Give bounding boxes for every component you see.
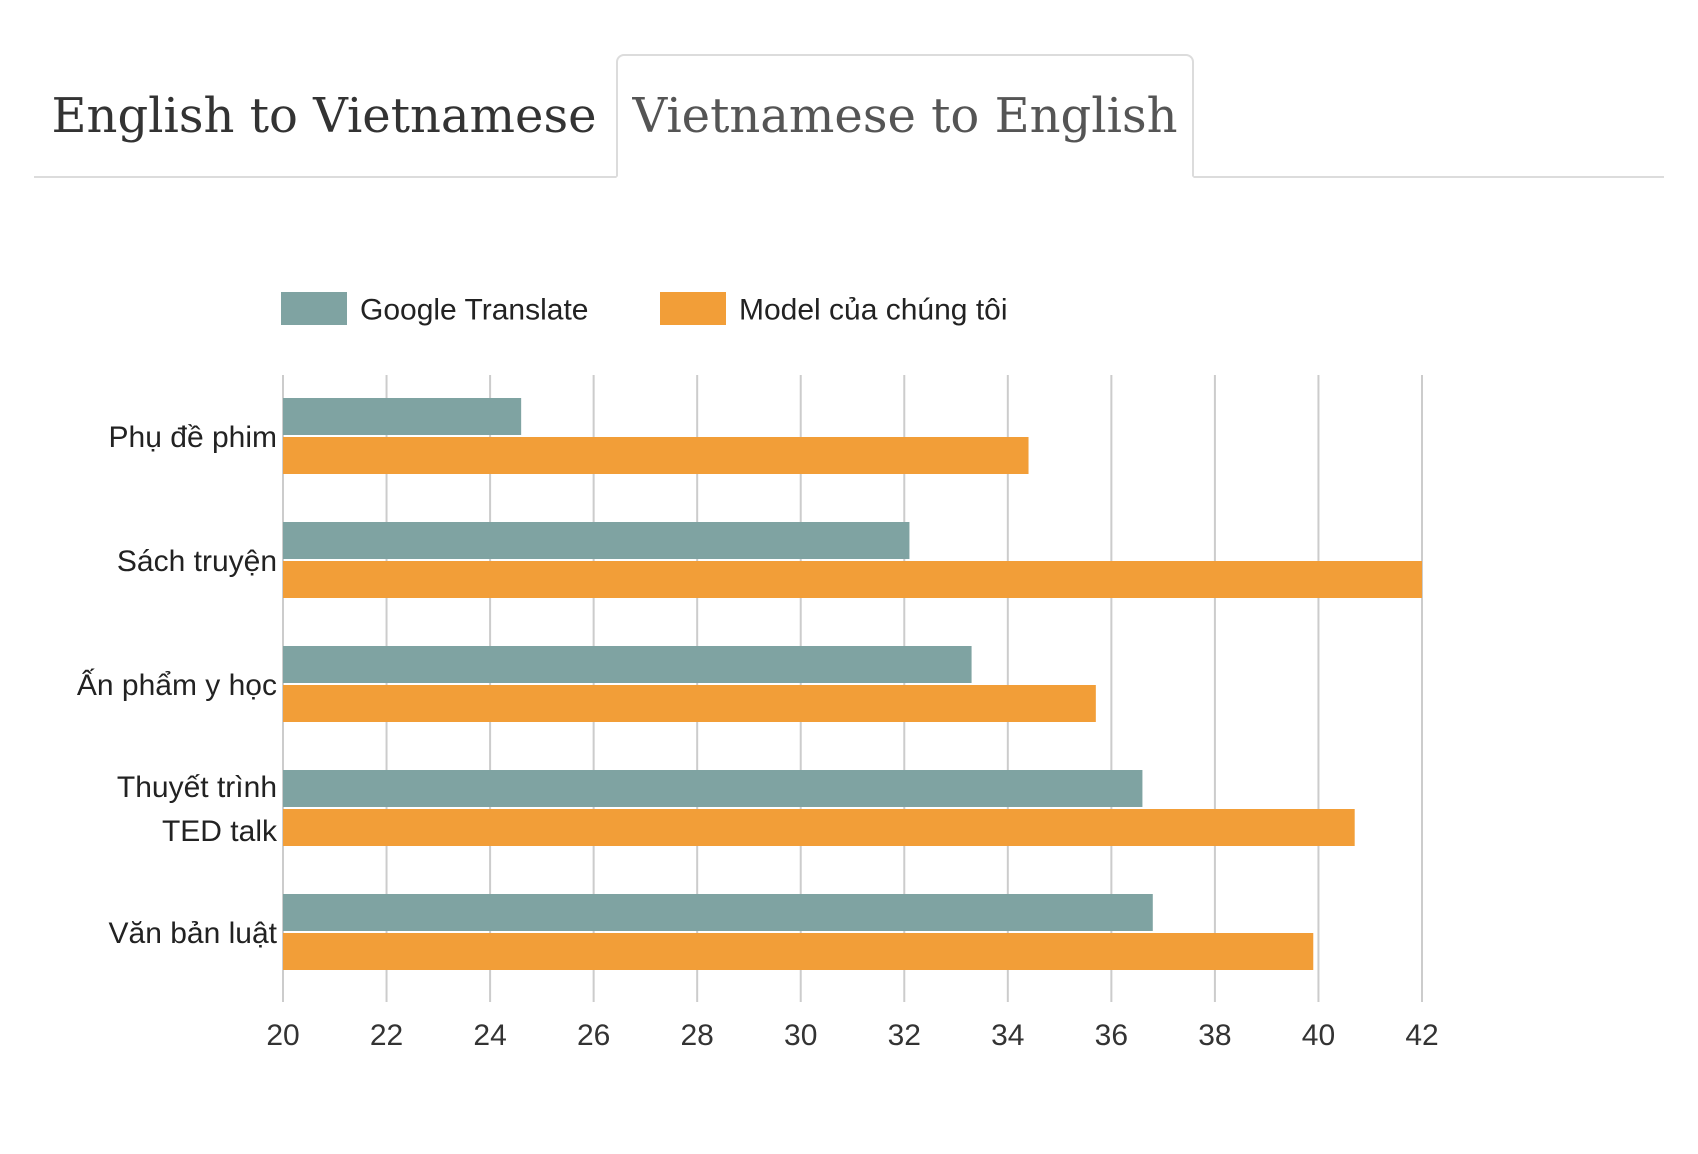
x-tick-label: 20 bbox=[266, 1019, 299, 1052]
bar-google-3 bbox=[283, 770, 1143, 807]
bar-model-3 bbox=[283, 809, 1355, 846]
bar-model-0 bbox=[283, 437, 1029, 474]
category-label: Sách truyện bbox=[117, 545, 277, 578]
tab-bar: English to Vietnamese Vietnamese to Engl… bbox=[34, 0, 1664, 178]
x-tick-label: 40 bbox=[1302, 1019, 1335, 1052]
bar-model-2 bbox=[283, 685, 1096, 722]
category-label: Phụ đề phim bbox=[109, 421, 277, 454]
category-labels: Phụ đề phim Sách truyện Ấn phẩm y học Thuyế… bbox=[77, 421, 278, 950]
bars bbox=[283, 398, 1422, 970]
x-tick-label: 26 bbox=[577, 1019, 610, 1052]
bar-google-2 bbox=[283, 646, 972, 683]
category-label: Văn bản luật bbox=[109, 917, 278, 950]
bar-google-1 bbox=[283, 522, 910, 559]
tab-english-to-vietnamese[interactable]: English to Vietnamese bbox=[51, 88, 597, 144]
x-tick-label: 28 bbox=[680, 1019, 713, 1052]
x-tick-label: 38 bbox=[1198, 1019, 1231, 1052]
bar-google-4 bbox=[283, 894, 1153, 931]
legend-swatch-model bbox=[660, 292, 726, 325]
x-tick-label: 30 bbox=[784, 1019, 817, 1052]
tab-vietnamese-to-english[interactable]: Vietnamese to English bbox=[616, 54, 1194, 178]
x-tick-label: 22 bbox=[370, 1019, 403, 1052]
category-label: Ấn phẩm y học bbox=[77, 668, 277, 702]
legend-swatch-google bbox=[281, 292, 347, 325]
x-tick-label: 32 bbox=[888, 1019, 921, 1052]
x-tick-labels: 20 22 24 26 28 30 32 34 36 38 40 42 bbox=[266, 1019, 1438, 1052]
legend: Google Translate Model của chúng tôi bbox=[281, 292, 1008, 327]
x-tick-label: 42 bbox=[1405, 1019, 1438, 1052]
x-tick-label: 24 bbox=[473, 1019, 506, 1052]
bar-model-1 bbox=[283, 561, 1422, 598]
legend-label-google: Google Translate bbox=[360, 294, 588, 327]
x-tick-label: 36 bbox=[1095, 1019, 1128, 1052]
legend-label-model: Model của chúng tôi bbox=[739, 294, 1008, 327]
bar-model-4 bbox=[283, 933, 1314, 970]
category-label: Thuyết trình TED talk bbox=[117, 771, 278, 848]
x-tick-label: 34 bbox=[991, 1019, 1024, 1052]
bar-google-0 bbox=[283, 398, 522, 435]
